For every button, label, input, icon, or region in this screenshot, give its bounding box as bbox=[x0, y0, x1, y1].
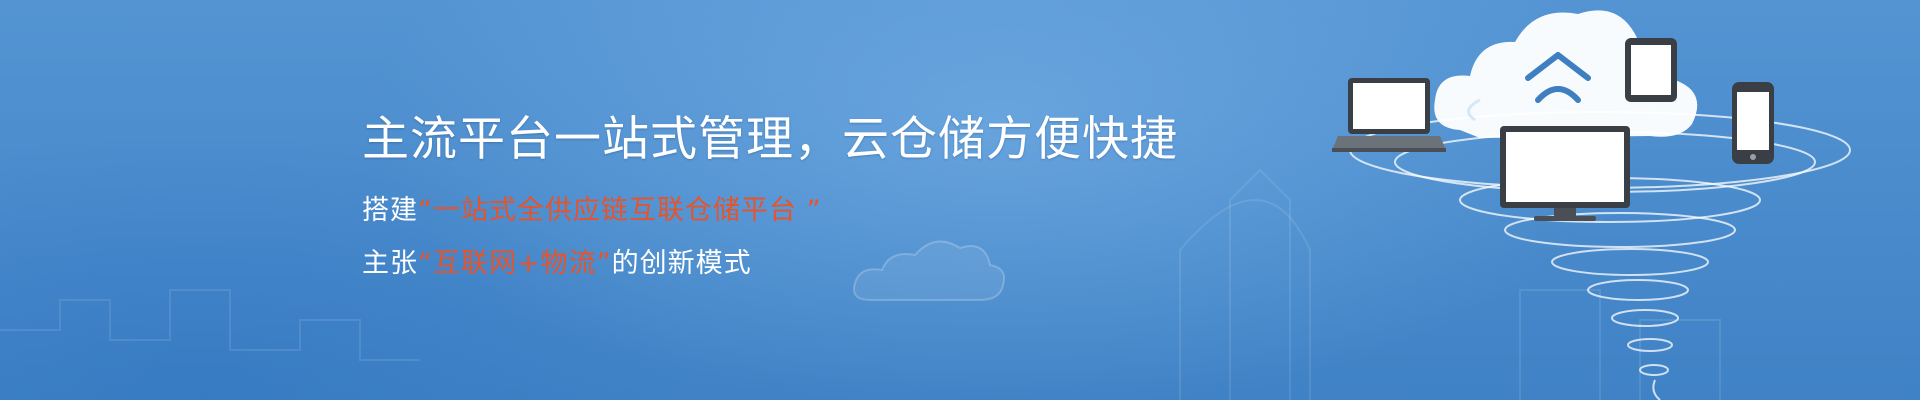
banner-tagline-1: 搭建“一站式全供应链互联仓储平台 ” bbox=[362, 188, 822, 227]
monitor-icon bbox=[1500, 126, 1630, 221]
tagline-1-highlight: “一站式全供应链互联仓储平台 ” bbox=[418, 195, 822, 226]
laptop-icon bbox=[1332, 78, 1446, 152]
roof-logo-icon bbox=[1525, 52, 1591, 103]
tablet-icon bbox=[1625, 38, 1677, 102]
banner-tagline-2: 主张“互联网+物流”的创新模式 bbox=[362, 241, 752, 280]
faint-cloud-icon bbox=[853, 240, 1006, 301]
phone-icon bbox=[1732, 82, 1774, 164]
tagline-2-highlight: “互联网+物流” bbox=[418, 248, 612, 279]
tagline-2-suffix: 的创新模式 bbox=[611, 248, 752, 279]
cloud-devices-illustration bbox=[1332, 10, 1851, 400]
tagline-1-prefix: 搭建 bbox=[362, 195, 418, 226]
tagline-2-prefix: 主张 bbox=[362, 248, 418, 279]
banner-headline: 主流平台一站式管理，云仓储方便快捷 bbox=[362, 112, 1178, 167]
